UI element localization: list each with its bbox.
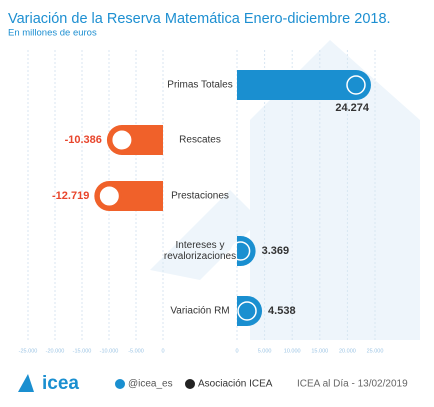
- x-tick-label: 0: [161, 348, 164, 354]
- category-label: Prestaciones: [171, 190, 229, 202]
- logo-icon: [18, 374, 34, 392]
- x-tick-label: -10.000: [100, 348, 119, 354]
- value-label: 4.538: [268, 305, 296, 317]
- bar-icon: [237, 301, 257, 321]
- bar-icon: [96, 183, 122, 209]
- linkedin-icon: [185, 379, 195, 389]
- x-tick-label: -15.000: [73, 348, 92, 354]
- chart-title: Variación de la Reserva Matemática Enero…: [8, 11, 391, 27]
- plot: -25.000 -20.000 -15.000 -10.000 -5.000 0 0 5.00…: [19, 50, 384, 354]
- twitter-icon: [115, 379, 125, 389]
- x-tick-label: 15.000: [311, 348, 328, 354]
- value-label: -12.719: [52, 190, 89, 202]
- x-tick-label: 20.000: [339, 348, 356, 354]
- x-tick-label: 5.000: [258, 348, 272, 354]
- category-label: Variación RM: [170, 305, 230, 317]
- source: ICEA al Día - 13/02/2019: [297, 379, 408, 390]
- x-tick-label: -5.000: [128, 348, 144, 354]
- linkedin: Asociación ICEA: [198, 379, 273, 390]
- x-tick-label: 10.000: [284, 348, 301, 354]
- value-label: 24.274: [335, 102, 370, 114]
- x-tick-label: 0: [235, 348, 238, 354]
- category-label: Rescates: [179, 134, 221, 146]
- bar-icon: [230, 241, 251, 261]
- x-tick-label: 25.000: [367, 348, 384, 354]
- twitter: @icea_es: [128, 379, 173, 390]
- bar: [237, 236, 256, 266]
- bar: [237, 70, 371, 100]
- chart-subtitle: En millones de euros: [8, 28, 97, 39]
- value-label: -10.386: [65, 134, 102, 146]
- category-label: Intereses y revalorizaciones: [163, 240, 237, 262]
- background-shape: [150, 190, 260, 280]
- value-label: 3.369: [262, 245, 290, 257]
- x-tick-label: -25.000: [19, 348, 38, 354]
- logo: icea: [42, 373, 79, 394]
- x-tick-label: -20.000: [46, 348, 65, 354]
- category-label: Primas Totales: [167, 79, 233, 91]
- bar-icon: [109, 127, 135, 153]
- bar-icon: [346, 75, 366, 95]
